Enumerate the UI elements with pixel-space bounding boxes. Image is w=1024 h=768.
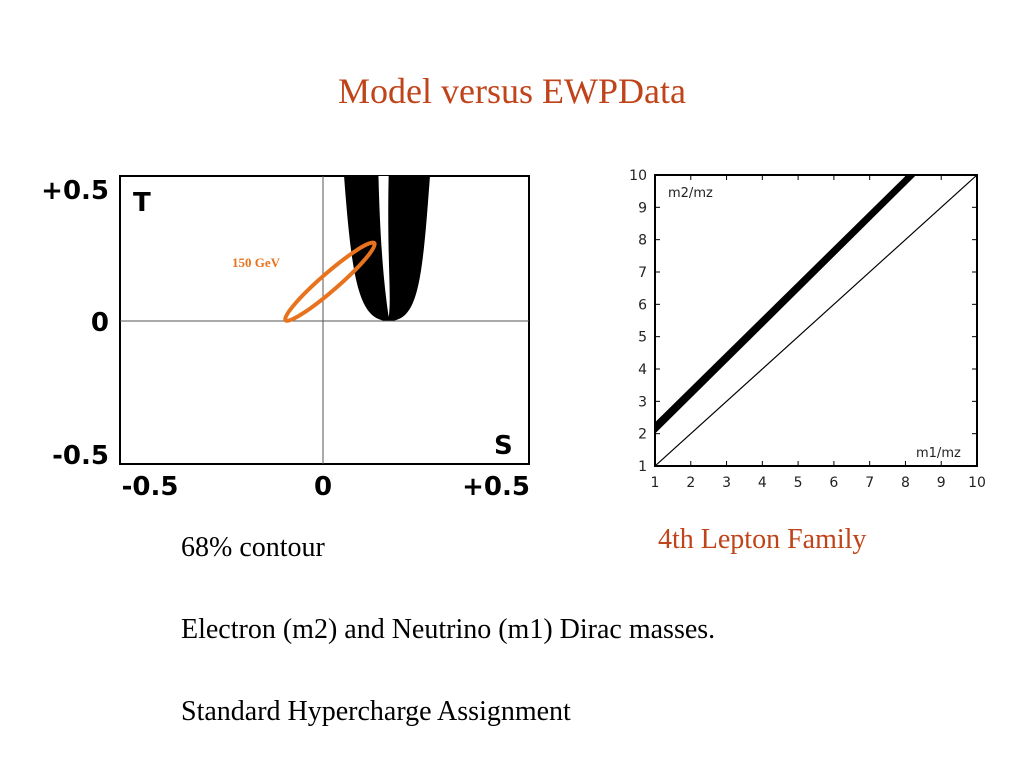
- x-tick-minus: -0.5: [122, 472, 179, 502]
- y-tick-label: 8: [638, 233, 647, 249]
- y-tick-label: 5: [638, 330, 647, 346]
- contour-ellipse: [283, 240, 377, 323]
- x-tick-label: 1: [651, 475, 660, 491]
- y-tick-label: 9: [638, 200, 647, 216]
- y-tick-label: 4: [638, 362, 647, 378]
- text-line-contour: 68% contour: [181, 532, 325, 563]
- y-tick-label: 7: [638, 265, 647, 281]
- y-tick-label: 1: [638, 459, 647, 475]
- x-tick-label: 6: [829, 475, 838, 491]
- m1-axis-label: m1/mz: [916, 446, 961, 461]
- s-axis-label: S: [494, 431, 513, 461]
- y-tick-zero: 0: [91, 308, 109, 338]
- x-tick-label: 9: [937, 475, 946, 491]
- mass-band: [655, 175, 917, 434]
- x-tick-plus: +0.5: [462, 472, 530, 502]
- y-tick-label: 6: [638, 297, 647, 313]
- st-plot-frame: [119, 175, 530, 465]
- chart-caption: 4th Lepton Family: [658, 524, 867, 555]
- x-tick-label: 3: [722, 475, 731, 491]
- y-tick-plus: +0.5: [41, 176, 109, 206]
- t-axis-label: T: [133, 188, 151, 218]
- y-tick-minus: -0.5: [52, 441, 109, 471]
- text-line-masses: Electron (m2) and Neutrino (m1) Dirac ma…: [181, 614, 716, 645]
- x-tick-label: 2: [686, 475, 695, 491]
- x-tick-label: 4: [758, 475, 767, 491]
- mass-axis-ticks: 1 2 3 4 5 6 7 8 9 10 1 2 3 4 5 6 7 8 9 10: [629, 168, 986, 491]
- x-tick-label: 7: [865, 475, 874, 491]
- st-chart: 150 GeV T S +0.5 0 -0.5 -0.5 0 +0.5: [41, 175, 530, 502]
- x-tick-label: 10: [968, 475, 986, 491]
- x-tick-label: 8: [901, 475, 910, 491]
- m2-axis-label: m2/mz: [668, 186, 713, 201]
- text-line-hypercharge: Standard Hypercharge Assignment: [181, 696, 571, 727]
- x-tick-zero: 0: [314, 472, 332, 502]
- mass-annotation: 150 GeV: [232, 255, 281, 270]
- model-region-gap: [378, 176, 390, 317]
- mass-ratio-chart: 1 2 3 4 5 6 7 8 9 10 1 2 3 4 5 6 7 8 9 10 m2/mz m1/mz: [629, 168, 986, 491]
- y-tick-label: 2: [638, 427, 647, 443]
- x-tick-label: 5: [794, 475, 803, 491]
- slide-title: Model versus EWPData: [338, 71, 686, 111]
- diagonal-reference-line: [655, 175, 977, 466]
- y-tick-label: 3: [638, 394, 647, 410]
- y-tick-label: 10: [629, 168, 647, 184]
